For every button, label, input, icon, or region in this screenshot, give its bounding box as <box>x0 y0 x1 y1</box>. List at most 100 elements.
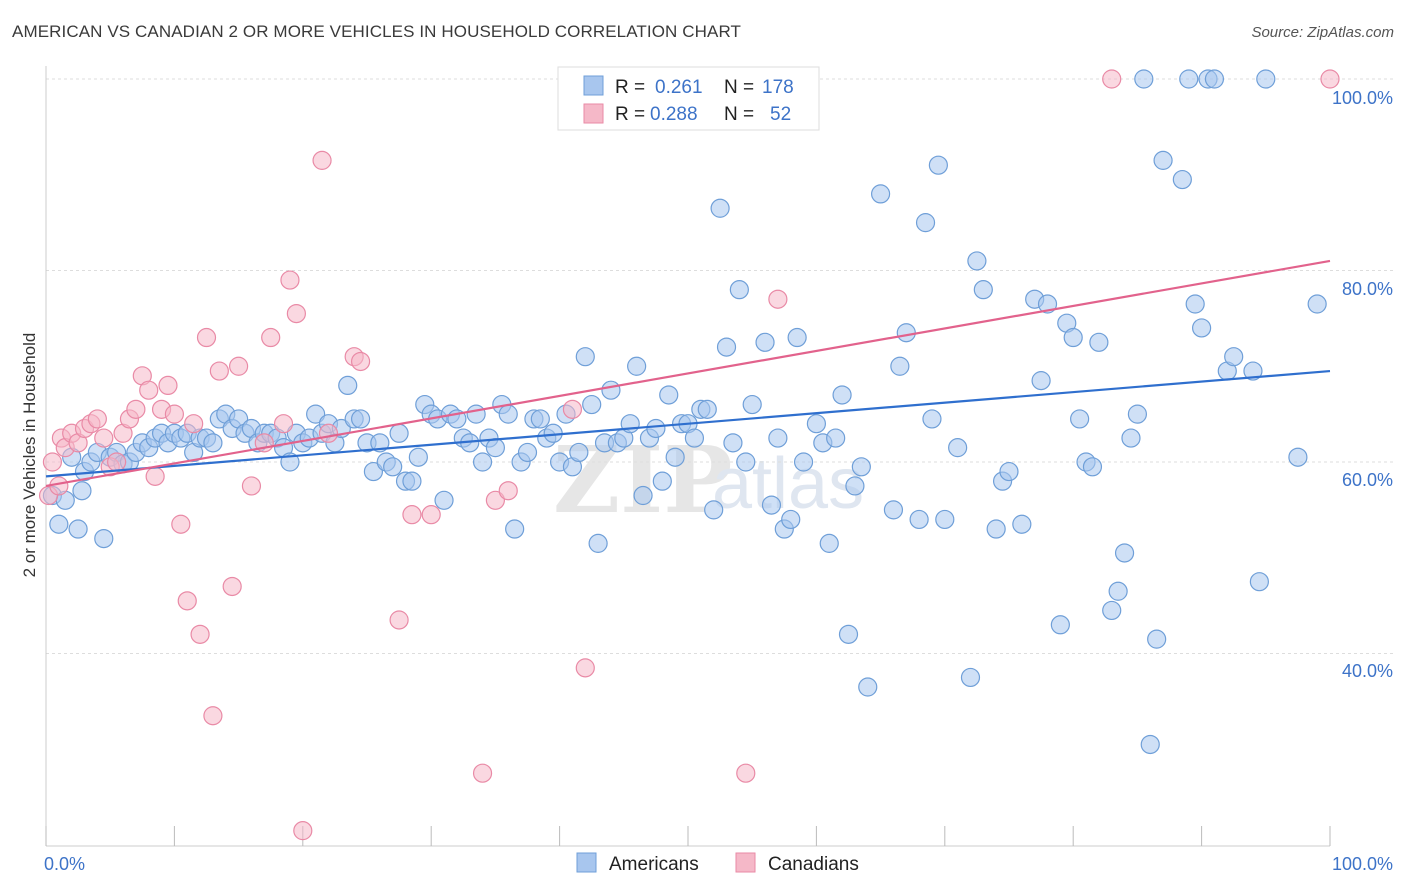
americans-point <box>203 433 223 453</box>
americans-point <box>858 677 878 697</box>
americans-point <box>1102 600 1122 621</box>
americans-point <box>896 323 916 343</box>
canadians-point <box>184 414 204 434</box>
americans-point <box>588 533 608 553</box>
trend-lines <box>45 259 1331 488</box>
americans-point <box>601 380 621 400</box>
americans-point <box>1127 404 1148 424</box>
americans-point <box>890 356 910 376</box>
americans-point <box>793 452 814 472</box>
americans-point <box>1243 361 1263 381</box>
americans-point <box>659 385 679 405</box>
canadians-point <box>273 414 294 434</box>
americans-point <box>928 155 948 175</box>
legend-canadians-r-value: 0.288 <box>650 104 698 125</box>
americans-point <box>1153 150 1173 170</box>
americans-point <box>1108 581 1128 601</box>
canadians-point <box>498 481 518 501</box>
americans-point <box>1082 457 1103 477</box>
americans-point <box>819 533 839 553</box>
americans-point <box>434 490 454 510</box>
canadians-point <box>145 466 165 486</box>
canadians-point <box>107 452 127 472</box>
americans-point <box>1121 428 1141 448</box>
americans-point <box>466 404 486 424</box>
x-tick-label-min: 0.0% <box>44 854 85 874</box>
canadians-point <box>389 610 409 630</box>
canadians-point <box>222 576 242 597</box>
americans-point <box>838 624 859 644</box>
y-tick-label-60: 60.0% <box>1342 470 1393 490</box>
canadians-point <box>209 361 229 381</box>
americans-point <box>569 442 589 463</box>
legend-americans-n-label: N = <box>724 77 754 98</box>
legend-canadians-r-label: R = <box>615 104 645 125</box>
bottom-legend-swatch-americans <box>576 852 597 873</box>
americans-point <box>370 433 390 453</box>
americans-point <box>68 519 88 539</box>
y-tick-label-100: 100.0% <box>1332 88 1393 108</box>
americans-point <box>646 418 666 439</box>
americans-points <box>42 69 1327 755</box>
americans-point <box>1050 615 1070 635</box>
americans-point <box>338 375 358 395</box>
americans-point <box>1224 347 1244 367</box>
americans-point <box>1249 572 1269 592</box>
canadians-point <box>261 327 281 348</box>
canadians-point <box>472 763 493 783</box>
americans-point <box>1012 514 1032 534</box>
americans-point <box>1037 294 1058 314</box>
americans-point <box>736 452 756 472</box>
source-credit: Source: ZipAtlas.com <box>1251 24 1394 41</box>
canadians-point <box>158 375 178 395</box>
americans-point <box>1140 734 1160 755</box>
canadians-point <box>1320 69 1340 89</box>
americans-point <box>832 385 852 405</box>
bottom-legend-americans: Americans <box>609 854 699 875</box>
americans-point <box>1089 332 1109 352</box>
bottom-legend: Americans Canadians <box>576 852 859 875</box>
americans-point <box>633 485 653 506</box>
americans-point <box>806 414 827 434</box>
americans-point <box>909 509 929 530</box>
americans-point <box>1288 447 1308 467</box>
americans-point <box>94 528 114 549</box>
americans-point <box>1114 543 1135 563</box>
americans-point <box>684 428 705 448</box>
legend: R = 0.261 N = 178 R = 0.288 N = 52 <box>557 66 820 131</box>
bottom-legend-canadians: Canadians <box>768 854 859 875</box>
americans-point <box>716 337 737 357</box>
americans-point <box>1147 629 1167 649</box>
canadians-point <box>171 514 191 534</box>
americans-point <box>498 404 518 424</box>
canadians-point <box>164 404 184 424</box>
americans-point <box>768 428 788 448</box>
americans-point <box>1063 327 1083 348</box>
legend-swatch-americans <box>583 75 604 96</box>
americans-point <box>530 409 550 429</box>
americans-point <box>845 476 865 496</box>
americans-point <box>517 442 538 463</box>
canadians-points <box>38 69 1340 841</box>
canadians-point <box>312 150 332 170</box>
y-axis-label: 2 or more Vehicles in Household <box>20 333 39 578</box>
americans-point <box>781 509 801 530</box>
canadians-point <box>1102 69 1122 89</box>
americans-point <box>973 280 993 300</box>
legend-canadians-n-value: 52 <box>770 104 791 125</box>
americans-point <box>1172 169 1192 190</box>
americans-point <box>383 457 403 477</box>
americans-point <box>1134 69 1154 89</box>
canadians-point <box>203 706 223 726</box>
legend-americans-r-label: R = <box>615 77 645 98</box>
canadians-point <box>49 476 69 496</box>
americans-point <box>723 433 743 453</box>
canadians-point <box>736 763 756 783</box>
legend-americans-n-value: 178 <box>762 77 794 98</box>
americans-point <box>870 184 891 204</box>
canadians-point <box>485 490 505 510</box>
y-tick-label-80: 80.0% <box>1342 279 1393 299</box>
canadians-point <box>286 303 306 324</box>
bottom-legend-swatch-canadians <box>735 852 756 873</box>
